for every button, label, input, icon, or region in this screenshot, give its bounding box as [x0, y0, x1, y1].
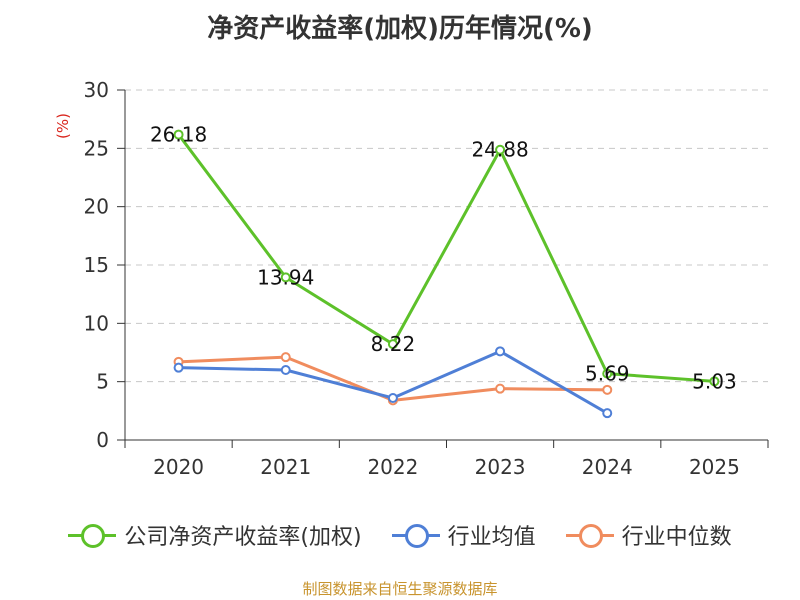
data-label-roe-2022: 8.22 [371, 332, 416, 356]
point-industry-avg-2023 [495, 346, 506, 357]
legend-label-industry-avg: 行业均值 [447, 525, 536, 550]
data-label-roe-2021: 13.94 [257, 265, 314, 289]
point-roe-2022 [387, 339, 398, 350]
x-tick-label-2020: 2020 [153, 455, 204, 479]
y-tick-label-10: 10 [84, 311, 109, 335]
x-tick-label-2024: 2024 [582, 455, 633, 479]
y-axis-unit-label: (%) [54, 113, 72, 139]
legend-swatch-roe [68, 520, 117, 550]
point-industry-avg-2024 [602, 408, 613, 419]
chart-title: 净资产收益率(加权)历年情况(%) [207, 14, 593, 44]
legend-item-industry-avg[interactable]: 行业均值 [391, 519, 536, 551]
point-roe-2023 [495, 144, 506, 155]
y-tick-label-0: 0 [96, 428, 109, 452]
series-line-roe [177, 133, 715, 383]
y-tick-label-5: 5 [96, 370, 109, 394]
point-industry-avg-2022 [387, 393, 398, 403]
y-tick-label-20: 20 [84, 195, 109, 219]
legend-swatch-industry-median [565, 520, 614, 550]
x-tick-label-2023: 2023 [475, 455, 526, 479]
y-tick-label-15: 15 [84, 253, 109, 277]
x-tick-label-2022: 2022 [367, 455, 418, 479]
x-tick-label-2021: 2021 [260, 455, 311, 479]
point-industry-median-2023 [495, 383, 506, 394]
data-label-roe-2023: 24.88 [471, 138, 528, 162]
chart-legend: 公司净资产收益率(加权) 行业均值 行业中位数 [0, 519, 800, 551]
point-roe-2024 [602, 368, 613, 379]
data-label-roe-2020: 26.18 [150, 123, 207, 147]
point-industry-avg-2021 [280, 365, 291, 375]
legend-label-roe: 公司净资产收益率(加权) [124, 525, 362, 550]
point-industry-median-2021 [280, 352, 291, 363]
point-roe-2020 [173, 129, 184, 140]
legend-swatch-industry-avg [391, 520, 440, 550]
x-tick-label-2025: 2025 [689, 455, 740, 479]
legend-item-roe[interactable]: 公司净资产收益率(加权) [68, 519, 362, 551]
point-roe-2021 [280, 272, 291, 283]
point-industry-median-2024 [602, 384, 613, 395]
data-label-roe-2025: 5.03 [692, 369, 737, 393]
point-roe-2025 [709, 376, 720, 387]
y-tick-label-25: 25 [84, 136, 109, 160]
data-label-roe-2024: 5.69 [585, 362, 630, 386]
legend-label-industry-median: 行业中位数 [621, 525, 732, 550]
data-source-note: 制图数据来自恒生聚源数据库 [302, 580, 498, 598]
point-industry-avg-2020 [173, 362, 184, 373]
legend-item-industry-median[interactable]: 行业中位数 [565, 519, 732, 551]
y-tick-label-30: 30 [84, 78, 109, 102]
